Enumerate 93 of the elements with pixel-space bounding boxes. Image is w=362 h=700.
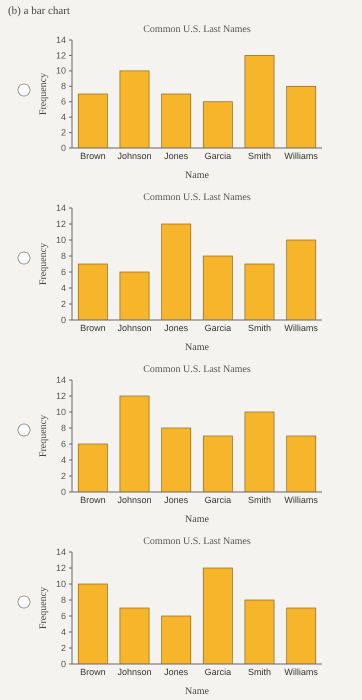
y-tick-label: 14 bbox=[56, 34, 66, 45]
x-tick-label: Jones bbox=[164, 667, 189, 678]
y-tick-label: 10 bbox=[56, 66, 66, 76]
bar bbox=[78, 264, 108, 320]
y-tick-label: 12 bbox=[56, 218, 66, 229]
y-tick-label: 2 bbox=[60, 642, 66, 653]
x-tick-label: Johnson bbox=[117, 323, 152, 334]
y-tick-label: 0 bbox=[60, 658, 66, 669]
y-tick-label: 4 bbox=[60, 112, 66, 122]
y-tick-label: 6 bbox=[60, 96, 66, 107]
text: (b) a bar chart bbox=[8, 5, 70, 17]
x-tick-label: Garcia bbox=[204, 151, 232, 162]
y-axis-title: Frequency bbox=[38, 72, 49, 116]
bar bbox=[244, 600, 274, 664]
x-tick-label: Williams bbox=[284, 151, 318, 162]
x-tick-label: Brown bbox=[80, 667, 106, 678]
y-tick-label: 0 bbox=[60, 142, 66, 153]
x-axis-title: Name bbox=[185, 686, 210, 697]
y-tick-label: 12 bbox=[56, 562, 66, 573]
y-tick-label: 2 bbox=[60, 127, 66, 138]
x-axis-title: Name bbox=[185, 170, 210, 181]
bar bbox=[286, 240, 316, 320]
bar bbox=[120, 70, 150, 148]
y-tick-label: 4 bbox=[60, 626, 66, 637]
bar bbox=[120, 608, 150, 664]
y-tick-label: 6 bbox=[60, 438, 66, 449]
bar bbox=[161, 94, 192, 148]
x-tick-label: Johnson bbox=[117, 151, 152, 162]
bar bbox=[202, 436, 233, 492]
x-tick-label: Johnson bbox=[117, 667, 152, 678]
bar bbox=[202, 101, 233, 148]
y-tick-label: 6 bbox=[60, 610, 66, 621]
bar bbox=[286, 608, 316, 664]
y-tick-label: 4 bbox=[60, 454, 66, 465]
x-tick-label: Brown bbox=[80, 495, 106, 506]
bar bbox=[244, 264, 274, 320]
x-tick-label: Smith bbox=[248, 495, 272, 506]
y-axis-title: Frequency bbox=[38, 414, 49, 458]
bar bbox=[244, 412, 274, 492]
bar bbox=[286, 86, 316, 148]
y-tick-label: 10 bbox=[56, 578, 66, 589]
x-tick-label: Smith bbox=[248, 323, 272, 334]
x-tick-label: Brown bbox=[80, 323, 106, 334]
chart-title: Common U.S. Last Names bbox=[143, 192, 251, 203]
bar bbox=[78, 94, 108, 148]
x-tick-label: Jones bbox=[164, 495, 189, 506]
bar bbox=[286, 436, 316, 492]
x-tick-label: Williams bbox=[284, 495, 318, 506]
y-tick-label: 4 bbox=[60, 282, 66, 293]
x-tick-label: Smith bbox=[248, 151, 272, 162]
y-tick-label: 2 bbox=[60, 298, 66, 309]
chart-title: Common U.S. Last Names bbox=[143, 24, 251, 35]
y-tick-label: 0 bbox=[60, 486, 66, 497]
bar bbox=[120, 272, 150, 320]
y-tick-label: 8 bbox=[60, 81, 66, 92]
bar bbox=[244, 55, 274, 148]
y-tick-label: 12 bbox=[56, 50, 66, 60]
bar bbox=[161, 616, 192, 664]
x-tick-label: Williams bbox=[284, 323, 318, 334]
y-tick-label: 10 bbox=[56, 406, 66, 417]
y-tick-label: 0 bbox=[60, 314, 66, 325]
y-tick-label: 12 bbox=[56, 390, 66, 401]
chart-title: Common U.S. Last Names bbox=[143, 364, 251, 375]
x-tick-label: Jones bbox=[164, 323, 189, 334]
y-axis-title: Frequency bbox=[38, 242, 49, 286]
bar bbox=[78, 584, 108, 664]
x-tick-label: Garcia bbox=[204, 323, 232, 334]
x-tick-label: Johnson bbox=[117, 495, 152, 506]
bar bbox=[78, 444, 108, 492]
x-tick-label: Smith bbox=[248, 667, 272, 678]
x-tick-label: Garcia bbox=[204, 495, 232, 506]
y-tick-label: 8 bbox=[60, 250, 66, 261]
y-tick-label: 2 bbox=[60, 470, 66, 481]
y-tick-label: 14 bbox=[56, 374, 66, 385]
y-axis-title: Frequency bbox=[38, 586, 49, 630]
bar bbox=[161, 428, 192, 492]
y-tick-label: 8 bbox=[60, 594, 66, 605]
bar bbox=[202, 568, 233, 664]
chart-title: Common U.S. Last Names bbox=[143, 536, 251, 547]
x-tick-label: Garcia bbox=[204, 667, 232, 678]
x-tick-label: Williams bbox=[284, 667, 318, 678]
y-tick-label: 10 bbox=[56, 234, 66, 245]
bar bbox=[202, 256, 233, 320]
x-tick-label: Brown bbox=[80, 151, 106, 162]
bar bbox=[161, 224, 192, 320]
x-axis-title: Name bbox=[185, 514, 210, 525]
bar bbox=[120, 396, 150, 492]
y-tick-label: 14 bbox=[56, 202, 66, 213]
y-tick-label: 6 bbox=[60, 266, 66, 277]
y-tick-label: 8 bbox=[60, 422, 66, 433]
y-tick-label: 14 bbox=[56, 546, 66, 557]
x-axis-title: Name bbox=[185, 342, 210, 353]
x-tick-label: Jones bbox=[164, 151, 189, 162]
